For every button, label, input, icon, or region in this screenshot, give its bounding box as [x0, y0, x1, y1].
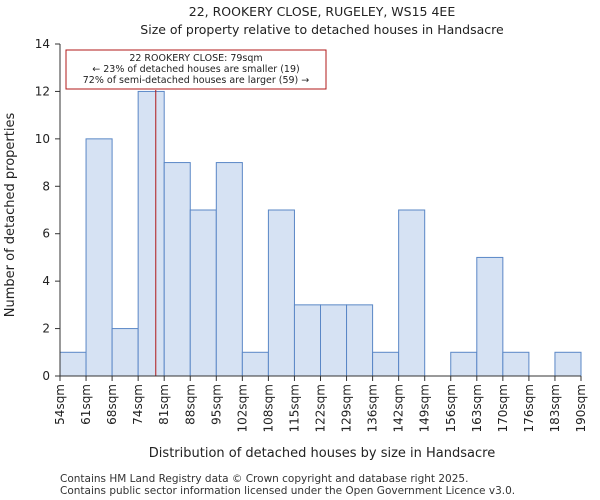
x-tick-label: 81sqm	[157, 384, 171, 425]
bar-74sqm	[137, 90, 165, 377]
x-tick-label: 122sqm	[314, 384, 328, 432]
x-tick-label: 176sqm	[522, 384, 536, 432]
bar-136sqm	[372, 351, 400, 377]
annotation-box: 22 ROOKERY CLOSE: 79sqm ← 23% of detache…	[65, 49, 327, 90]
x-tick-label: 61sqm	[79, 384, 93, 425]
x-tick-label: 68sqm	[105, 384, 119, 425]
x-tick-label: 74sqm	[131, 384, 145, 425]
x-tick-label: 95sqm	[209, 384, 223, 425]
x-tick-label: 183sqm	[548, 384, 562, 432]
y-tick-label: 6	[42, 227, 50, 241]
bar-88sqm	[189, 209, 217, 377]
bar-122sqm	[320, 304, 348, 377]
x-tick-label: 115sqm	[287, 384, 301, 432]
bar-102sqm	[241, 351, 269, 377]
x-axis-ticks: 54sqm 61sqm 68sqm 74sqm 81sqm 88sqm 95sqm 102sq…	[53, 376, 588, 432]
bar-68sqm	[111, 328, 139, 377]
bar-156sqm	[450, 351, 478, 377]
x-tick-label: 163sqm	[470, 384, 484, 432]
annotation-line-1: 22 ROOKERY CLOSE: 79sqm	[129, 53, 262, 64]
y-axis-ticks: 0 2 4 6 8 10 12 14	[35, 37, 60, 383]
x-tick-label: 129sqm	[340, 384, 354, 432]
x-tick-label: 142sqm	[392, 384, 406, 432]
bars-group	[59, 90, 582, 377]
y-tick-label: 8	[42, 179, 50, 193]
x-axis-label: Distribution of detached houses by size …	[149, 446, 495, 461]
x-tick-label: 54sqm	[53, 384, 67, 425]
footer-line-2: Contains public sector information licen…	[60, 485, 515, 497]
annotation-line-3: 72% of semi-detached houses are larger (…	[83, 75, 310, 86]
x-tick-label: 108sqm	[261, 384, 275, 432]
x-tick-label: 149sqm	[418, 384, 432, 432]
bar-108sqm	[267, 209, 295, 377]
bar-61sqm	[85, 138, 113, 377]
x-tick-label: 136sqm	[366, 384, 380, 432]
bar-54sqm	[59, 351, 87, 377]
bar-142sqm	[398, 209, 426, 377]
y-axis-label: Number of detached properties	[3, 113, 18, 318]
x-tick-label: 156sqm	[444, 384, 458, 432]
x-tick-label: 190sqm	[574, 384, 588, 432]
footer-line-1: Contains HM Land Registry data © Crown c…	[60, 473, 468, 485]
bar-170sqm	[502, 351, 530, 377]
y-tick-label: 14	[35, 37, 50, 51]
bar-81sqm	[163, 162, 191, 377]
y-tick-label: 4	[42, 274, 50, 288]
annotation-border	[65, 49, 327, 90]
y-tick-label: 12	[35, 84, 50, 98]
chart-subtitle: Size of property relative to detached ho…	[140, 22, 504, 37]
y-tick-label: 2	[42, 322, 50, 336]
y-tick-label: 10	[35, 132, 50, 146]
annotation-line-2: ← 23% of detached houses are smaller (19…	[92, 64, 299, 75]
bar-163sqm	[476, 256, 504, 377]
bar-95sqm	[215, 162, 243, 377]
x-tick-label: 170sqm	[496, 384, 510, 432]
bar-115sqm	[293, 304, 322, 377]
x-tick-label: 88sqm	[183, 384, 197, 425]
x-tick-label: 102sqm	[235, 384, 249, 432]
bar-183sqm	[554, 351, 582, 377]
bar-129sqm	[346, 304, 374, 377]
chart-title: 22, ROOKERY CLOSE, RUGELEY, WS15 4EE	[189, 4, 456, 19]
y-tick-label: 0	[42, 369, 50, 383]
